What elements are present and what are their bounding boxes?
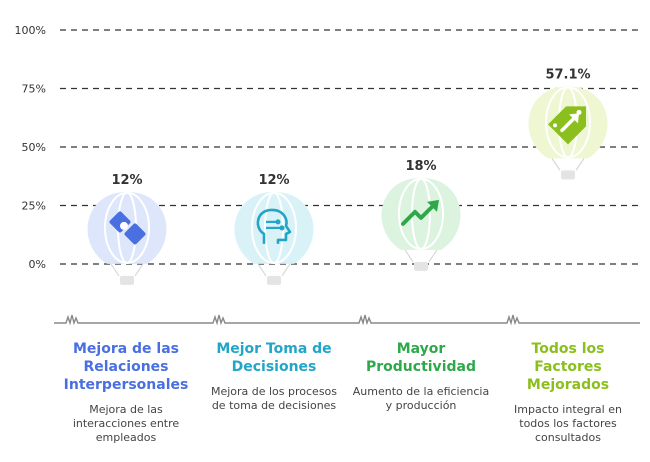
category-title: Mayor Productividad bbox=[366, 341, 476, 375]
y-tick-label: 100% bbox=[15, 24, 46, 37]
grid-lines bbox=[60, 29, 640, 265]
data-label: 18% bbox=[405, 159, 436, 174]
trending-up-icon bbox=[401, 199, 439, 226]
balloon-basket bbox=[561, 170, 575, 180]
category-title: Mejor Toma de Decisiones bbox=[216, 341, 332, 375]
balloon-basket bbox=[414, 261, 428, 271]
y-tick-label: 25% bbox=[22, 200, 46, 213]
balloon-basket bbox=[120, 275, 134, 285]
ground-line bbox=[54, 314, 640, 326]
balloon-marker bbox=[234, 191, 314, 285]
balloon-basket bbox=[267, 275, 281, 285]
tag-arrow-icon bbox=[548, 106, 586, 145]
balloon-marker bbox=[87, 191, 167, 285]
category-productividad: Mayor Productividad Aumento de la eficie… bbox=[351, 340, 491, 413]
category-description: Aumento de la eficiencia y producción bbox=[352, 385, 490, 412]
category-title: Mejora de las Relaciones Interpersonales bbox=[63, 341, 189, 393]
puzzle-icon bbox=[109, 211, 146, 245]
category-description: Mejora de los procesos de toma de decisi… bbox=[210, 385, 338, 412]
y-tick-label: 75% bbox=[22, 83, 46, 96]
category-relaciones: Mejora de las Relaciones Interpersonales… bbox=[56, 340, 196, 445]
category-todos-factores: Todos los Factores Mejorados Impacto int… bbox=[498, 340, 638, 445]
category-decisiones: Mejor Toma de Decisiones Mejora de los p… bbox=[204, 340, 344, 413]
head-circuit-icon bbox=[256, 208, 292, 244]
ground-path bbox=[54, 314, 640, 326]
y-tick-label: 0% bbox=[29, 258, 46, 271]
category-title: Todos los Factores Mejorados bbox=[526, 341, 610, 393]
data-label: 12% bbox=[111, 173, 142, 188]
category-description: Mejora de las interacciones entre emplea… bbox=[72, 403, 180, 444]
data-label: 57.1% bbox=[545, 67, 590, 82]
balloon-marker bbox=[528, 86, 608, 180]
category-description: Impacto integral en todos los factores c… bbox=[514, 403, 622, 444]
y-axis-ticks: 0% 25% 50% 75% 100% bbox=[15, 24, 46, 271]
y-tick-label: 50% bbox=[22, 141, 46, 154]
balloons: 12% 12% 18% 57.1% bbox=[87, 67, 608, 285]
data-label: 12% bbox=[258, 173, 289, 188]
balloon-marker bbox=[381, 177, 461, 271]
